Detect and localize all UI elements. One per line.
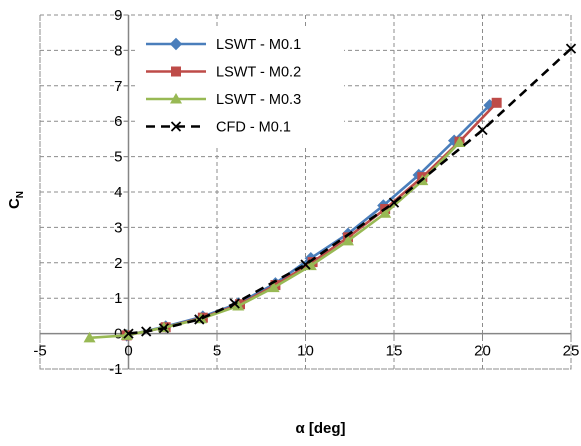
y-tick-label: 2 — [114, 255, 122, 272]
marker-stroke — [194, 314, 205, 325]
legend-swatch-marker — [170, 93, 182, 104]
marker-stroke — [158, 323, 170, 334]
data-point — [83, 331, 96, 343]
y-axis-title: CN — [6, 191, 26, 209]
y-axis-title-subscript: N — [15, 191, 26, 198]
y-tick-label: 4 — [114, 184, 122, 201]
legend-item: LSWT - M0.1 — [146, 37, 301, 53]
data-point — [300, 259, 311, 270]
y-axis-title-main: C — [6, 198, 23, 209]
x-tick-label: -5 — [33, 343, 46, 360]
y-tick-label: 3 — [114, 219, 122, 236]
series-4 — [123, 43, 577, 339]
legend-item: CFD - M0.1 — [146, 120, 291, 136]
data-point — [158, 323, 170, 334]
legend-swatch-marker — [170, 121, 182, 132]
legend-label: LSWT - M0.2 — [216, 65, 301, 81]
data-point — [379, 207, 392, 218]
data-point — [388, 197, 400, 208]
marker-stroke — [141, 326, 152, 337]
y-tick-label: 1 — [114, 290, 122, 307]
legend-label: LSWT - M0.1 — [216, 37, 301, 53]
y-tick-label: 7 — [114, 78, 122, 95]
marker-stroke — [123, 328, 134, 339]
marker-stroke — [300, 259, 311, 270]
data-point — [491, 97, 502, 108]
marker-stroke — [229, 298, 240, 309]
x-tick-label: 10 — [297, 343, 314, 360]
data-point — [229, 298, 240, 309]
y-tick-label: -1 — [109, 361, 122, 378]
data-point — [267, 281, 280, 293]
marker-stroke — [565, 43, 577, 54]
series — [83, 43, 577, 343]
y-tick-labels: -1 0 1 2 3 4 5 6 7 8 9 — [109, 7, 122, 378]
x-tick-label: 5 — [213, 343, 221, 360]
marker-stroke — [170, 121, 182, 132]
y-tick-label: 5 — [114, 149, 122, 166]
data-point — [307, 257, 318, 268]
marker-stroke — [477, 124, 488, 136]
x-tick-label: 20 — [474, 343, 491, 360]
series-3 — [83, 136, 466, 343]
legend: LSWT - M0.1 LSWT - M0.2 LSWT - M0.3 CFD - M… — [138, 28, 344, 146]
series-line — [89, 141, 461, 340]
data-point — [477, 124, 488, 136]
data-point — [194, 314, 205, 325]
legend-item: LSWT - M0.3 — [146, 92, 301, 108]
x-axis-title: α [deg] — [295, 420, 345, 437]
data-point — [453, 136, 466, 147]
legend-label: LSWT - M0.3 — [216, 92, 301, 108]
y-tick-label: 8 — [114, 42, 122, 59]
y-tick-label: 0 — [114, 326, 122, 343]
data-point — [141, 326, 152, 337]
y-tick-label: 9 — [114, 7, 122, 24]
data-point — [232, 299, 245, 311]
marker-stroke — [388, 197, 400, 208]
y-tick-label: 6 — [114, 113, 122, 130]
legend-swatch-marker — [169, 37, 183, 51]
data-point — [341, 234, 354, 246]
legend-swatch-marker — [171, 66, 181, 77]
legend-box — [138, 28, 344, 146]
x-tick-labels: -5 0 5 10 15 20 25 — [33, 343, 579, 360]
data-point — [123, 328, 134, 339]
data-point — [565, 43, 577, 54]
x-tick-label: 0 — [124, 343, 132, 360]
x-tick-label: 25 — [563, 343, 580, 360]
grid-lines — [39, 14, 572, 370]
legend-item: LSWT - M0.2 — [146, 65, 301, 81]
x-tick-label: 15 — [386, 343, 403, 360]
legend-label: CFD - M0.1 — [216, 120, 291, 136]
